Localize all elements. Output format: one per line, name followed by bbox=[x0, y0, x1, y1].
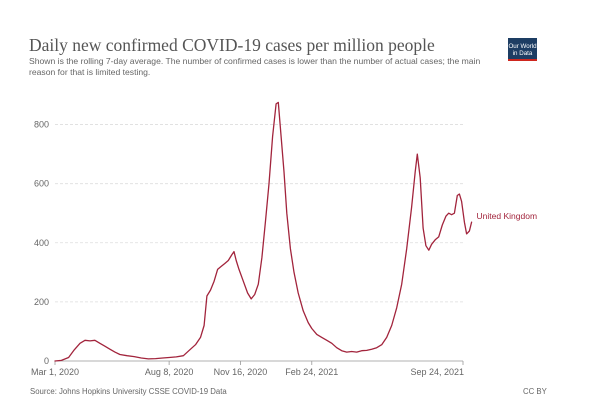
chart-title: Daily new confirmed COVID-19 cases per m… bbox=[29, 35, 435, 55]
x-tick-label: Feb 24, 2021 bbox=[285, 367, 338, 377]
x-tick-label: Sep 24, 2021 bbox=[410, 367, 464, 377]
series-layer: United Kingdom bbox=[54, 101, 537, 362]
x-tick-label: Aug 8, 2020 bbox=[145, 367, 194, 377]
grid-layer bbox=[55, 124, 463, 303]
source-note[interactable]: Source: Johns Hopkins University CSSE CO… bbox=[30, 387, 227, 396]
logo-line-1: Our World bbox=[508, 42, 537, 50]
y-tick-label: 400 bbox=[34, 238, 49, 248]
x-tick-label: Mar 1, 2020 bbox=[31, 367, 79, 377]
chart-subtitle: Shown is the rolling 7-day average. The … bbox=[29, 56, 481, 77]
series-line-united-kingdom[interactable] bbox=[54, 101, 473, 362]
license-link[interactable]: CC BY bbox=[523, 387, 547, 396]
logo-line-2: in Data bbox=[512, 49, 533, 57]
x-tick-label: Nov 16, 2020 bbox=[214, 367, 268, 377]
y-tick-label: 600 bbox=[34, 179, 49, 189]
axis-layer: 0 200 400 600 800 Mar 1, 2020 Aug 8, 2020 Nov 1… bbox=[31, 120, 464, 377]
y-tick-label: 800 bbox=[34, 120, 49, 130]
y-tick-label: 200 bbox=[34, 297, 49, 307]
owid-logo[interactable]: Our World in Data bbox=[508, 38, 537, 61]
y-tick-label: 0 bbox=[44, 356, 49, 366]
series-label-united-kingdom[interactable]: United Kingdom bbox=[477, 211, 537, 221]
